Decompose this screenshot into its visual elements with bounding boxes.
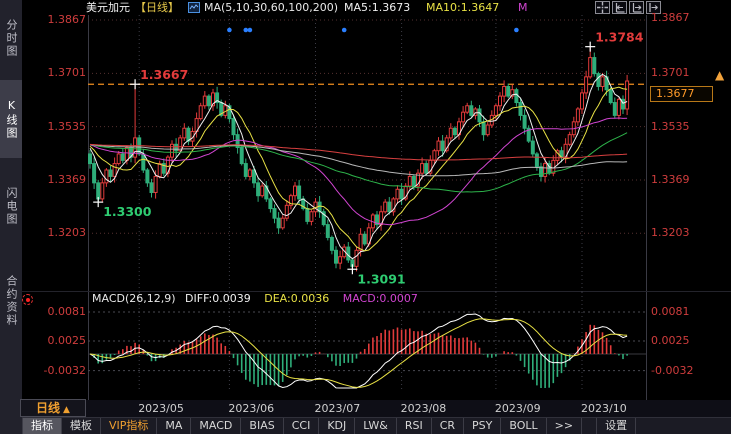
toolbar-tab-[interactable]: 设置 xyxy=(596,418,637,434)
crosshair-tool-icon[interactable] xyxy=(595,1,610,14)
chart-tools xyxy=(595,1,661,14)
ma-settings-label: MA(5,10,30,60,100,200) xyxy=(204,1,339,14)
macd-tick-label: 0.0081 xyxy=(651,305,690,319)
ma60-line xyxy=(89,132,628,193)
indicator-toolbar: 指标 模板 VIP指标 MA MACD BIAS CCI KDJ LW& RSI CR PSY BOLL… xyxy=(22,417,731,434)
symbol-name: 美元加元 xyxy=(86,1,130,14)
toolbar-tab-vip[interactable]: VIP指标 xyxy=(101,418,158,434)
toolbar-tab-kdj[interactable]: KDJ xyxy=(319,418,356,434)
price-tick-label: 1.3701 xyxy=(47,66,87,80)
macd-tick-label: 0.0025 xyxy=(651,334,690,348)
price-tick-label: 1.3867 xyxy=(651,11,690,24)
plot-right-border xyxy=(646,15,647,417)
month-label: 2023/07 xyxy=(314,402,361,415)
annotation-high-label: 1.3667 xyxy=(140,67,188,82)
price-tick-label: 1.3535 xyxy=(47,119,87,133)
macd-diff-value: DIFF:0.0039 xyxy=(185,292,251,305)
month-label: 2023/08 xyxy=(400,402,447,415)
macd-tick-label: 0.0081 xyxy=(47,305,87,319)
macd-legend: MACD(26,12,9) DIFF:0.0039 DEA:0.0036 MAC… xyxy=(92,292,418,306)
tab-kline-chart[interactable]: K线图 xyxy=(0,80,22,158)
ma30-value-truncated: M xyxy=(518,1,528,14)
month-label: 2023/05 xyxy=(138,402,184,415)
toolbar-tab-psy[interactable]: PSY xyxy=(464,418,502,434)
annotation-high-label: 1.3784 xyxy=(595,30,644,45)
current-price-box: 1.3677 xyxy=(650,86,713,102)
toolbar-tab-cr[interactable]: CR xyxy=(432,418,465,434)
toolbar-tab-cci[interactable]: CCI xyxy=(284,418,320,434)
macd-chart[interactable] xyxy=(88,292,646,390)
chart-annotations: 1.3300 1.3667 1.3091 1.3784 xyxy=(93,30,644,286)
event-markers[interactable] xyxy=(227,27,519,33)
ma10-value: MA10:1.3647 xyxy=(426,1,500,14)
toolbar-tab-lw[interactable]: LW& xyxy=(355,418,397,434)
macd-gridlines xyxy=(88,292,646,390)
ma10-line xyxy=(89,86,628,252)
tab-contract-info[interactable]: 合约资料 xyxy=(5,275,18,327)
period-selector-label: 日线 xyxy=(36,401,61,415)
macd-tick-label: 0.0025 xyxy=(47,334,87,348)
panel-divider xyxy=(22,291,731,292)
price-tick-label: 1.3203 xyxy=(651,226,690,240)
month-label: 2023/06 xyxy=(228,402,275,415)
ma200-line xyxy=(89,143,628,161)
toolbar-tab-[interactable]: 指标 xyxy=(22,418,62,434)
toolbar-tab-macd[interactable]: MACD xyxy=(191,418,242,434)
price-tick-label: 1.3867 xyxy=(47,13,87,26)
candlestick-series xyxy=(88,46,630,272)
macd-histogram xyxy=(93,324,628,388)
main-gridlines xyxy=(88,15,646,292)
price-tick-label: 1.3535 xyxy=(651,119,690,133)
toolbar-tab-ma[interactable]: MA xyxy=(157,418,192,434)
pan-right-icon[interactable] xyxy=(646,1,661,14)
ma5-value: MA5:1.3673 xyxy=(344,1,411,14)
macd-tick-label: -0.0032 xyxy=(651,363,694,377)
alarm-icon xyxy=(22,294,33,305)
scale-left-icon[interactable] xyxy=(612,1,627,14)
price-tick-label: 1.3701 xyxy=(651,66,690,80)
period-selector[interactable]: 日线 ▲ xyxy=(20,399,86,417)
tab-time-chart[interactable]: 分时图 xyxy=(5,18,18,58)
diff-line xyxy=(89,313,628,389)
toolbar-tab-boll[interactable]: BOLL xyxy=(501,418,547,434)
month-label: 2023/09 xyxy=(494,402,541,415)
toolbar-tab-bias[interactable]: BIAS xyxy=(241,418,284,434)
caret-up-icon: ▲ xyxy=(63,405,70,415)
annotation-low-label: 1.3300 xyxy=(103,204,152,219)
left-sidebar: 分时图 K线图闪电图合约资料 xyxy=(0,0,22,434)
price-tick-label: 1.3369 xyxy=(651,172,690,186)
month-label: 2023/10 xyxy=(581,402,627,415)
macd-tick-label: -0.0032 xyxy=(43,363,86,377)
period-tag: 【日线】 xyxy=(135,1,179,14)
ma30-line xyxy=(89,117,628,226)
ma5-line xyxy=(89,73,628,260)
price-up-arrow-icon: ▲ xyxy=(715,68,725,82)
toolbar-tab-[interactable]: 模板 xyxy=(62,418,101,434)
toolbar-tab-[interactable]: >> xyxy=(547,418,583,434)
candlestick-chart[interactable]: 1.3300 1.3667 1.3091 1.3784 xyxy=(88,15,646,292)
macd-name: MACD(26,12,9) xyxy=(92,292,176,305)
dea-line xyxy=(89,318,628,388)
price-tick-label: 1.3203 xyxy=(47,226,87,240)
macd-macd-value: MACD:0.0007 xyxy=(342,292,418,305)
scale-right-icon[interactable] xyxy=(629,1,644,14)
chart-header: 美元加元 【日线】 MA(5,10,30,60,100,200) MA5:1.3… xyxy=(22,0,731,15)
date-axis xyxy=(22,400,731,417)
macd-dea-value: DEA:0.0036 xyxy=(264,292,330,305)
annotation-low-label: 1.3091 xyxy=(357,271,405,286)
price-tick-label: 1.3369 xyxy=(47,172,87,186)
toolbar-tab-rsi[interactable]: RSI xyxy=(397,418,432,434)
tab-lightning-chart[interactable]: 闪电图 xyxy=(5,186,18,226)
plot-left-border xyxy=(88,15,89,417)
ma100-line xyxy=(89,144,628,177)
